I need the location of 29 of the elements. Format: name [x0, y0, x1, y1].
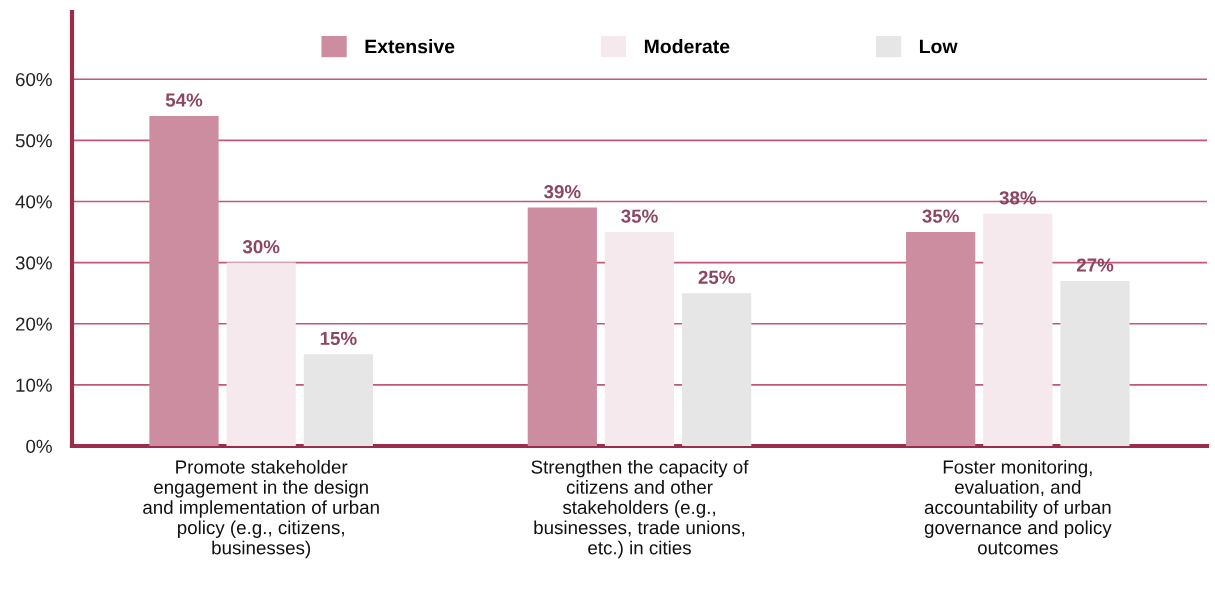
- bar: [303, 354, 373, 446]
- y-tick-label: 10%: [16, 378, 52, 392]
- bar: [527, 207, 597, 446]
- bar: [906, 232, 976, 446]
- data-label: 15%: [320, 331, 357, 346]
- legend-label: Low: [919, 39, 958, 54]
- y-tick-label: 40%: [15, 195, 52, 209]
- y-tick-label: 0%: [26, 439, 52, 453]
- bar: [604, 232, 675, 446]
- y-tick-label: 60%: [15, 72, 52, 87]
- bar: [682, 293, 752, 446]
- legend-label: Extensive: [365, 39, 455, 54]
- y-tick-label: 20%: [15, 317, 52, 331]
- bar: [149, 115, 219, 446]
- legend-label: Moderate: [644, 39, 730, 54]
- data-label: 35%: [922, 209, 959, 223]
- data-label: 54%: [165, 93, 203, 107]
- x-tick-label: Foster monitoring, evaluation, and accountability of urban governance and policy outcomes: [924, 459, 1112, 555]
- data-label: 25%: [698, 270, 735, 284]
- bar: [226, 262, 296, 446]
- data-label: 39%: [543, 185, 581, 199]
- x-tick-label: Strengthen the capacity of citizens and other stakeholders (e.g., businesses, trade unions, etc.) in cities: [531, 459, 749, 559]
- bar: [1060, 280, 1130, 446]
- y-tick-label: 50%: [15, 134, 52, 148]
- data-label: 30%: [242, 240, 280, 254]
- y-tick-label: 30%: [15, 256, 52, 270]
- x-tick-label: Promote stakeholder engagement in the design and implementation of urban policy (e.g., citizens, businesses): [143, 459, 379, 559]
- bar: [983, 213, 1053, 446]
- data-label: 35%: [621, 209, 658, 223]
